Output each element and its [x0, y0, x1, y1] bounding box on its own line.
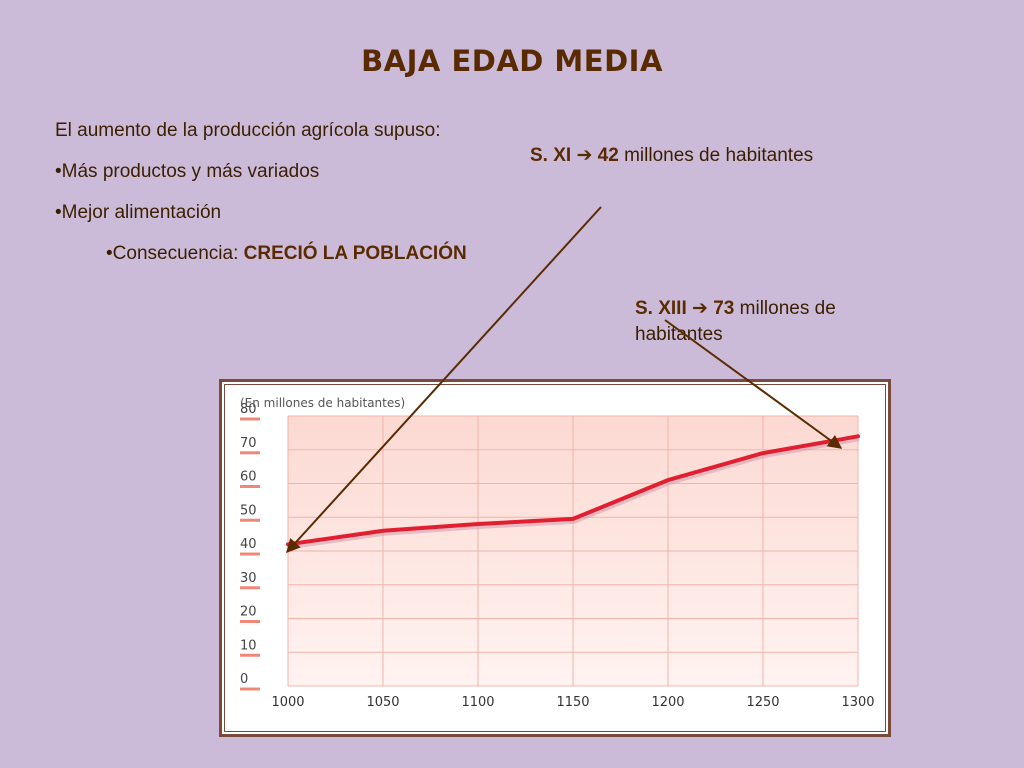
- annotation-xiii: S. XIII ➔ 73 millones de habitantes: [635, 296, 905, 348]
- data-point: [286, 542, 290, 546]
- data-point: [476, 522, 480, 526]
- data-point: [856, 434, 860, 438]
- annotation-xiii-century: S. XIII: [635, 298, 687, 319]
- annotation-xi-value: 42: [597, 145, 619, 166]
- y-tick-label: 10: [240, 638, 257, 653]
- x-tick-label: 1250: [746, 695, 779, 710]
- consequence-prefix: •Consecuencia:: [106, 243, 244, 264]
- consequence-text: •Consecuencia: CRECIÓ LA POBLACIÓN: [106, 241, 475, 267]
- consequence-bold: CRECIÓ LA POBLACIÓN: [243, 243, 467, 264]
- chart-frame: 0 10 20 30 40 50 60 70 80 1000 1050 1100 1150 1200 125…: [219, 379, 891, 737]
- x-tick-label: 1100: [461, 695, 494, 710]
- left-text-block: El aumento de la producción agrícola sup…: [55, 118, 475, 282]
- y-tick-label: 80: [240, 402, 257, 417]
- data-point: [666, 478, 670, 482]
- x-tick-label: 1050: [366, 695, 399, 710]
- y-tick-label: 30: [240, 571, 257, 586]
- annotation-xi-century: S. XI: [530, 145, 572, 166]
- data-point: [761, 451, 765, 455]
- intro-text: El aumento de la producción agrícola sup…: [55, 120, 441, 141]
- y-tick-label: 70: [240, 436, 257, 451]
- y-tick-label: 50: [240, 503, 257, 518]
- y-tick-label: 0: [240, 672, 248, 687]
- population-chart: 0 10 20 30 40 50 60 70 80 1000 1050 1100 1150 1200 125…: [240, 396, 875, 710]
- data-point: [571, 517, 575, 521]
- bullet-food: •Mejor alimentación: [55, 202, 222, 223]
- bullet-products: •Más productos y más variados: [55, 161, 320, 182]
- y-tick-label: 40: [240, 537, 257, 552]
- slide-title: BAJA EDAD MEDIA: [361, 44, 663, 78]
- data-point: [381, 529, 385, 533]
- x-tick-label: 1000: [271, 695, 304, 710]
- y-tick-label: 20: [240, 605, 257, 620]
- y-tick-label: 60: [240, 470, 257, 485]
- x-tick-label: 1150: [556, 695, 589, 710]
- arrow-right-icon: ➔: [692, 298, 708, 319]
- x-tick-label: 1300: [841, 695, 874, 710]
- arrow-right-icon: ➔: [576, 145, 593, 166]
- x-tick-label: 1200: [651, 695, 684, 710]
- y-axis-label: (En millones de habitantes): [240, 396, 405, 410]
- annotation-xiii-value: 73: [713, 298, 735, 319]
- annotation-xi-text: millones de habitantes: [618, 145, 814, 166]
- annotation-xi: S. XI ➔ 42 millones de habitantes: [530, 143, 813, 169]
